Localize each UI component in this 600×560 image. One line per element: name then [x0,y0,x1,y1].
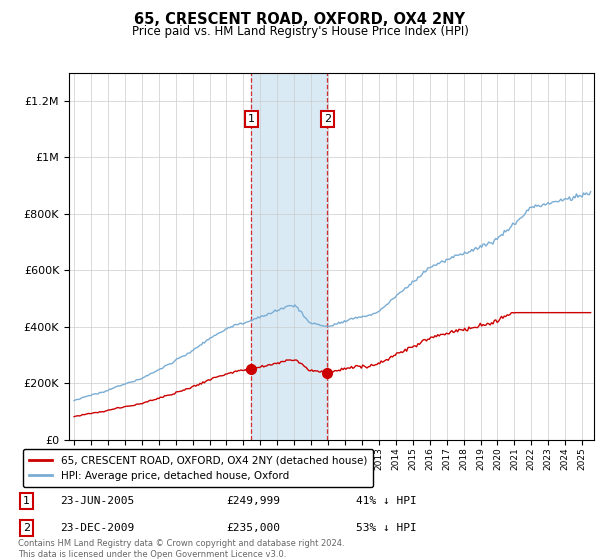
Text: 2: 2 [23,523,30,533]
Text: 53% ↓ HPI: 53% ↓ HPI [356,523,417,533]
Text: Contains HM Land Registry data © Crown copyright and database right 2024.
This d: Contains HM Land Registry data © Crown c… [18,539,344,559]
Legend: 65, CRESCENT ROAD, OXFORD, OX4 2NY (detached house), HPI: Average price, detache: 65, CRESCENT ROAD, OXFORD, OX4 2NY (deta… [23,449,373,487]
Bar [251,73,328,440]
Text: 2: 2 [324,114,331,124]
Text: 41% ↓ HPI: 41% ↓ HPI [356,496,417,506]
Text: 23-DEC-2009: 23-DEC-2009 [60,523,134,533]
Text: £235,000: £235,000 [227,523,281,533]
Text: 1: 1 [248,114,254,124]
Text: 1: 1 [23,496,30,506]
Text: 65, CRESCENT ROAD, OXFORD, OX4 2NY: 65, CRESCENT ROAD, OXFORD, OX4 2NY [134,12,466,27]
Text: 23-JUN-2005: 23-JUN-2005 [60,496,134,506]
Text: £249,999: £249,999 [227,496,281,506]
Text: Price paid vs. HM Land Registry's House Price Index (HPI): Price paid vs. HM Land Registry's House … [131,25,469,38]
